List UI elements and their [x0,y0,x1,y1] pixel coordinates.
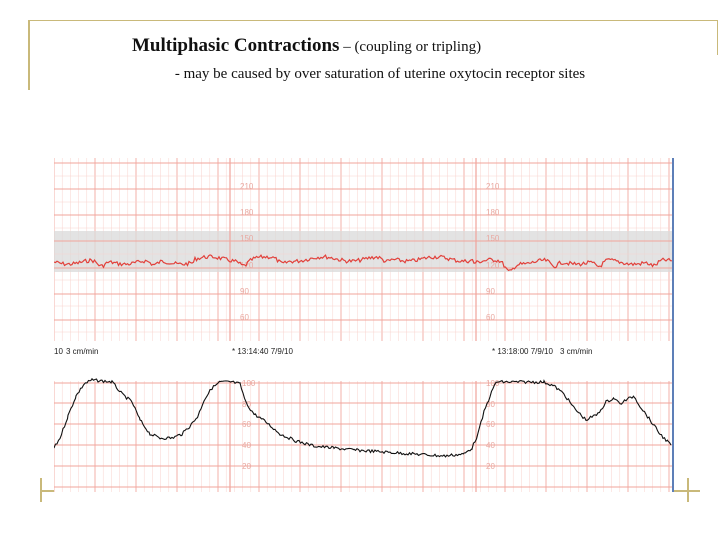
ctg-strip-svg: 210 180 150 120 90 60 210 180 150 120 90… [54,158,674,492]
speed-prefix: 10 [54,347,63,356]
toco-scale-label-100: 100 [242,379,256,388]
fhr-normal-band [54,231,674,272]
strip-separator [54,341,674,381]
fhr-scale-label-90-b: 90 [486,287,495,296]
frame-bottom-tick-right [687,478,689,502]
fhr-scale-label-150-b: 150 [486,234,500,243]
slide-title-strong: Multiphasic Contractions [132,35,340,56]
timestamp-1: * 13:14:40 7/9/10 [232,347,293,356]
toco-trace-line [54,377,672,458]
toco-scale-label-40: 40 [242,441,251,450]
frame-top-rule [28,20,718,21]
frame-left-rule [28,20,30,90]
toco-scale-label-100-b: 100 [486,379,500,388]
fhr-scale-label-180-b: 180 [486,208,500,217]
toco-grid [54,381,674,492]
fhr-scale-label-90: 90 [240,287,249,296]
slide-title-rest: – (coupling or tripling) [339,39,482,55]
fhr-trace-line [54,254,673,272]
toco-scale-label-20: 20 [242,462,251,471]
toco-scale-label-80-b: 80 [486,400,495,409]
toco-scale-label-40-b: 40 [486,441,495,450]
fhr-scale-label-210-b: 210 [486,182,500,191]
frame-right-rule [717,20,718,55]
fhr-scale-label-150: 150 [240,234,254,243]
timestamp-2-speed: 3 cm/min [560,347,592,356]
fhr-scale-label-120: 120 [240,261,254,270]
fhr-scale-label-120-b: 120 [486,261,500,270]
fhr-grid-overlay [54,158,674,341]
paper-speed-label: 3 cm/min [66,347,98,356]
fhr-scale-label-180: 180 [240,208,254,217]
timestamp-2: * 13:18:00 7/9/10 [492,347,553,356]
toco-scale-label-60: 60 [242,420,251,429]
toco-scale-label-60-b: 60 [486,420,495,429]
ctg-strip: 210 180 150 120 90 60 210 180 150 120 90… [54,158,674,492]
slide-title: Multiphasic Contractions – (coupling or … [132,34,652,59]
fhr-scale-label-60-b: 60 [486,313,495,322]
fhr-scale-label-210: 210 [240,182,254,191]
fhr-scale-label-60: 60 [240,313,249,322]
frame-bottom-tick-left [40,478,42,502]
strip-right-edge [672,158,674,492]
toco-scale-label-20-b: 20 [486,462,495,471]
slide-subtitle: - may be caused by over saturation of ut… [174,66,586,82]
